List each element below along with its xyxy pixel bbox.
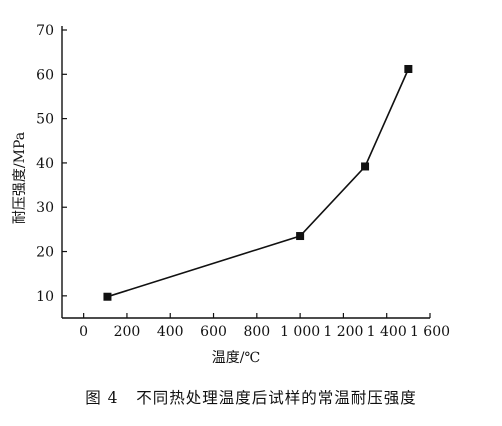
axes: 10 20 30 40 50 60 70 0 200 400 600 800 1 000 1 200 1 4… [12, 23, 450, 366]
x-axis-title: 温度/℃ [212, 350, 260, 366]
x-tick-label: 800 [243, 324, 270, 340]
y-axis-title: 耐压强度/MPa [12, 132, 28, 224]
y-tick-label: 40 [36, 156, 54, 172]
y-tick-label: 20 [36, 245, 54, 261]
x-tick-label: 1 000 [280, 324, 320, 340]
y-tick-label: 10 [36, 289, 54, 305]
data-point-marker [103, 292, 112, 301]
x-tick-label: 1 400 [367, 324, 407, 340]
chart: 10 20 30 40 50 60 70 0 200 400 600 800 1 000 1 200 1 4… [12, 23, 450, 366]
data-point-marker [361, 162, 370, 171]
data-point-marker [296, 232, 305, 241]
data-point-marker [404, 64, 413, 73]
figure-caption: 图 4 不同热处理温度后试样的常温耐压强度 [85, 389, 417, 407]
x-tick-label: 1 200 [323, 324, 363, 340]
x-tick-label: 0 [79, 324, 88, 340]
x-tick-label: 1 600 [410, 324, 450, 340]
y-tick-label: 70 [36, 23, 54, 39]
y-tick-label: 30 [36, 200, 54, 216]
series-line [107, 68, 410, 298]
x-tick-label: 200 [114, 324, 141, 340]
series-layer [103, 64, 413, 301]
y-tick-label: 60 [36, 67, 54, 83]
x-tick-label: 400 [157, 324, 184, 340]
x-tick-label: 600 [200, 324, 227, 340]
y-tick-label: 50 [36, 112, 54, 128]
